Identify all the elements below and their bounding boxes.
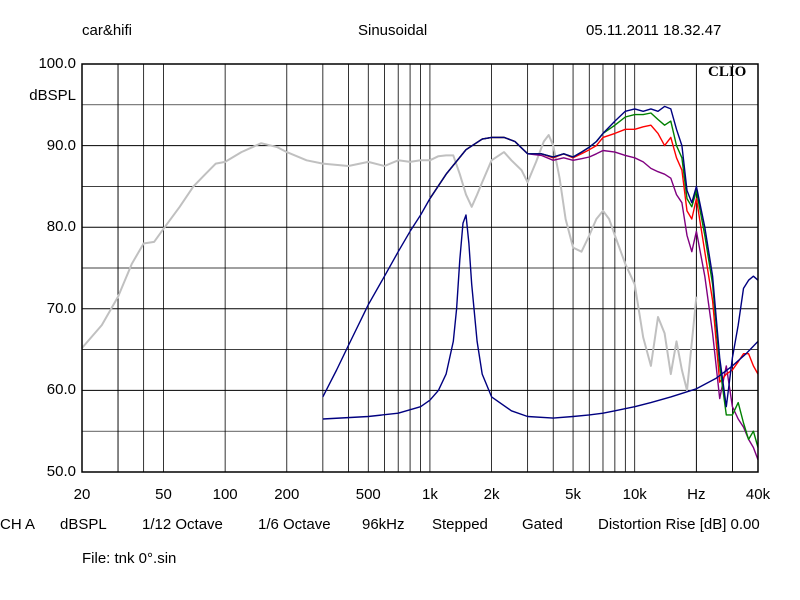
chart-curves <box>81 105 759 461</box>
series-line-4 <box>322 105 759 408</box>
footer-item: Distortion Rise [dB] 0.00 <box>598 516 760 533</box>
x-tick-label: 2k <box>483 486 500 503</box>
x-tick-label: 20 <box>73 486 91 503</box>
file-name-label: File: tnk 0°.sin <box>82 550 177 567</box>
footer-item: Stepped <box>432 516 488 533</box>
x-tick-label: Hz <box>687 486 706 503</box>
x-tick-label: 10k <box>622 486 647 503</box>
plot-frame <box>81 63 759 473</box>
footer-item: 1/6 Octave <box>258 516 331 533</box>
footer-item: 96kHz <box>362 516 405 533</box>
chart-grid <box>82 64 758 472</box>
x-tick-label: 100 <box>212 486 238 503</box>
x-tick-label: 50 <box>155 486 172 503</box>
series-line-5 <box>322 214 759 420</box>
x-tick-label: 500 <box>355 486 381 503</box>
footer-item: 1/12 Octave <box>142 516 223 533</box>
header-title-center: Sinusoidal <box>358 22 428 39</box>
y-tick-label: 60.0 <box>46 381 76 399</box>
header-title-left: car&hifi <box>82 22 133 39</box>
x-tick-label: 1k <box>422 486 438 503</box>
footer-item: dBSPL <box>60 516 107 533</box>
series-line-1 <box>429 136 759 461</box>
y-axis-unit-label: dBSPL <box>29 86 76 104</box>
header-timestamp: 05.11.2011 18.32.47 <box>586 22 722 39</box>
footer-item: CH A <box>0 516 36 533</box>
y-tick-label: 70.0 <box>46 299 76 317</box>
series-line-0 <box>81 134 698 392</box>
x-tick-label: 200 <box>274 486 300 503</box>
y-tick-label: 90.0 <box>46 136 76 154</box>
clio-logo: CLIO <box>708 64 747 80</box>
footer-item: Gated <box>522 516 563 533</box>
y-tick-label: 80.0 <box>46 218 76 236</box>
y-tick-label: 50.0 <box>46 463 76 480</box>
y-tick-label: 100.0 <box>38 55 76 72</box>
x-tick-label: 5k <box>565 486 581 503</box>
x-tick-label: 40k <box>745 486 771 503</box>
